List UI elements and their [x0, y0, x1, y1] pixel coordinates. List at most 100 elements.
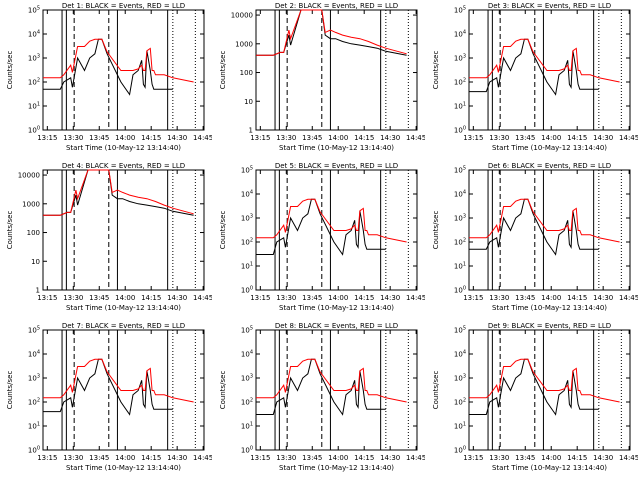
- x-axis-label: Start Time (10-May-12 13:14:40): [492, 464, 607, 472]
- x-tick-label: 14:15: [567, 294, 587, 302]
- x-tick-label: 13:15: [250, 294, 270, 302]
- x-tick-label: 13:30: [276, 294, 296, 302]
- x-tick-label: 14:15: [567, 134, 587, 142]
- chart-title: Det 1: BLACK = Events, RED = LLD: [62, 2, 185, 10]
- series-line-events: [256, 198, 386, 256]
- x-tick-label: 14:00: [115, 294, 135, 302]
- y-tick-label: 105: [241, 166, 253, 175]
- chart-title: Det 8: BLACK = Events, RED = LLD: [275, 322, 398, 330]
- plot-frame: [255, 169, 418, 291]
- chart-panel-det-1: 13:15 13:30 13:45 14:00 14:15 14:30 14:45 100 10…: [0, 0, 213, 160]
- x-tick-label: 14:30: [380, 134, 400, 142]
- y-tick-label: 101: [454, 262, 466, 271]
- y-tick-label: 105: [454, 326, 466, 335]
- series-line-events: [43, 358, 173, 416]
- y-tick-label: 103: [28, 374, 40, 383]
- x-tick-label: 13:45: [89, 294, 109, 302]
- x-axis-label: Start Time (10-May-12 13:14:40): [66, 144, 181, 152]
- x-tick-label: 14:45: [406, 454, 425, 462]
- y-tick-label: 104: [454, 190, 466, 199]
- x-tick-label: 13:15: [250, 454, 270, 462]
- plot-frame: [468, 9, 631, 131]
- x-tick-label: 13:15: [463, 454, 483, 462]
- x-tick-label: 14:30: [593, 454, 613, 462]
- y-tick-label: 105: [454, 6, 466, 15]
- x-axis-label: Start Time (10-May-12 13:14:40): [279, 304, 394, 312]
- x-tick-label: 14:45: [619, 454, 638, 462]
- series-line-events: [256, 358, 386, 416]
- x-tick-label: 13:45: [302, 134, 322, 142]
- chart-svg: 13:15 13:30 13:45 14:00 14:15 14:30 14:45 100 10…: [432, 2, 639, 152]
- x-tick-label: 13:45: [89, 454, 109, 462]
- series-line-lld: [469, 198, 620, 243]
- x-tick-label: 14:15: [567, 454, 587, 462]
- x-tick-label: 14:00: [328, 294, 348, 302]
- x-axis-label: Start Time (10-May-12 13:14:40): [279, 464, 394, 472]
- x-axis-label: Start Time (10-May-12 13:14:40): [279, 144, 394, 152]
- x-tick-label: 13:15: [463, 294, 483, 302]
- x-tick-label: 14:15: [354, 294, 374, 302]
- x-tick-label: 13:15: [37, 454, 57, 462]
- chart-svg: 13:15 13:30 13:45 14:00 14:15 14:30 14:45 100 10…: [6, 2, 213, 152]
- y-axis-label: Counts/sec: [6, 51, 14, 90]
- x-axis-label: Start Time (10-May-12 13:14:40): [492, 304, 607, 312]
- x-tick-label: 14:45: [406, 134, 425, 142]
- chart-title: Det 7: BLACK = Events, RED = LLD: [62, 322, 185, 330]
- y-tick-label: 10: [244, 98, 253, 106]
- y-tick-label: 101: [28, 102, 40, 111]
- y-tick-label: 105: [454, 166, 466, 175]
- y-tick-label: 100: [28, 446, 40, 455]
- plot-frame: [42, 329, 205, 451]
- x-tick-label: 14:15: [354, 454, 374, 462]
- chart-panel-det-5: 13:15 13:30 13:45 14:00 14:15 14:30 14:45 100 10…: [213, 160, 426, 320]
- x-tick-label: 14:00: [115, 134, 135, 142]
- x-tick-label: 14:45: [193, 454, 212, 462]
- plot-frame: [468, 329, 631, 451]
- y-tick-label: 105: [28, 326, 40, 335]
- chart-svg: 13:15 13:30 13:45 14:00 14:15 14:30 14:45 100 10…: [432, 322, 639, 472]
- y-tick-label: 102: [28, 78, 40, 87]
- y-tick-label: 10000: [18, 172, 40, 180]
- x-axis-label: Start Time (10-May-12 13:14:40): [66, 304, 181, 312]
- x-tick-label: 13:30: [63, 454, 83, 462]
- series-line-events: [469, 198, 599, 256]
- y-tick-label: 104: [28, 30, 40, 39]
- y-tick-label: 10: [31, 258, 40, 266]
- x-tick-label: 14:30: [593, 294, 613, 302]
- x-tick-label: 13:15: [250, 134, 270, 142]
- x-tick-label: 14:45: [619, 134, 638, 142]
- x-tick-label: 13:15: [37, 294, 57, 302]
- chart-svg: 13:15 13:30 13:45 14:00 14:15 14:30 14:45 100 10…: [219, 162, 426, 312]
- chart-title: Det 5: BLACK = Events, RED = LLD: [275, 162, 398, 170]
- y-tick-label: 100: [240, 69, 253, 77]
- y-tick-label: 102: [241, 238, 253, 247]
- chart-panel-det-2: 13:15 13:30 13:45 14:00 14:15 14:30 14:45 1 10 10…: [213, 0, 426, 160]
- x-tick-label: 13:45: [515, 454, 535, 462]
- y-tick-label: 100: [28, 126, 40, 135]
- y-tick-label: 103: [28, 54, 40, 63]
- x-tick-label: 14:30: [380, 294, 400, 302]
- x-tick-label: 14:15: [354, 134, 374, 142]
- x-tick-label: 14:00: [328, 134, 348, 142]
- y-axis-label: Counts/sec: [6, 211, 14, 250]
- y-tick-label: 101: [454, 422, 466, 431]
- chart-panel-det-9: 13:15 13:30 13:45 14:00 14:15 14:30 14:45 100 10…: [426, 320, 639, 480]
- plot-frame: [42, 169, 205, 291]
- x-tick-label: 14:45: [193, 294, 212, 302]
- y-axis-label: Counts/sec: [219, 211, 227, 250]
- x-tick-label: 13:30: [63, 294, 83, 302]
- x-tick-label: 13:30: [489, 294, 509, 302]
- series-line-events: [43, 38, 173, 96]
- y-tick-label: 102: [28, 398, 40, 407]
- x-tick-label: 14:15: [141, 294, 161, 302]
- x-tick-label: 13:30: [489, 134, 509, 142]
- y-axis-label: Counts/sec: [432, 371, 440, 410]
- series-line-events: [43, 169, 194, 216]
- x-tick-label: 14:00: [328, 454, 348, 462]
- y-tick-label: 102: [454, 398, 466, 407]
- y-tick-label: 100: [454, 446, 466, 455]
- series-line-events: [469, 38, 599, 96]
- y-tick-label: 105: [28, 6, 40, 15]
- y-tick-label: 1: [36, 287, 40, 295]
- x-tick-label: 13:15: [463, 134, 483, 142]
